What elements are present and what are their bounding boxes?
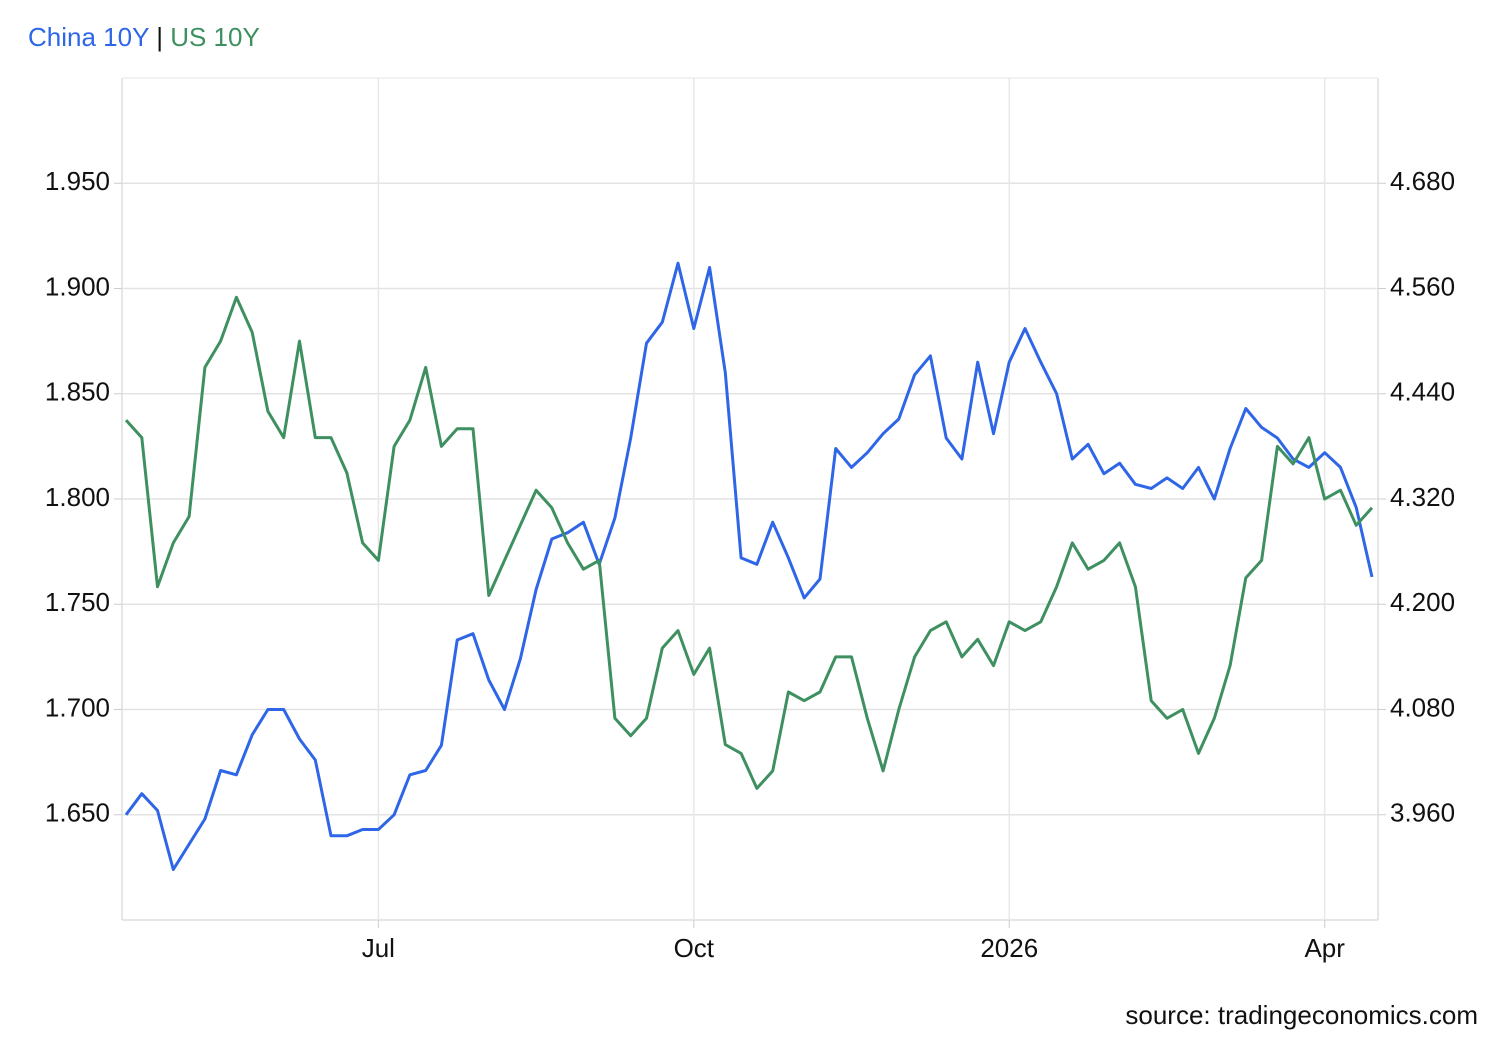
x-tick-label: Apr <box>1304 933 1345 963</box>
y2-tick-label: 4.560 <box>1390 271 1455 301</box>
legend: China 10Y | US 10Y <box>28 22 260 53</box>
y2-tick-label: 4.680 <box>1390 166 1455 196</box>
legend-entry: China 10Y <box>28 22 149 52</box>
line-series <box>124 261 1374 871</box>
legend-entry: US 10Y <box>170 22 260 52</box>
legend-separator: | <box>156 22 163 52</box>
y-tick-label: 1.900 <box>45 271 110 301</box>
line-series <box>124 295 1374 790</box>
y2-tick-label: 3.960 <box>1390 798 1455 828</box>
y-tick-label: 1.750 <box>45 587 110 617</box>
y-tick-label: 1.950 <box>45 166 110 196</box>
x-tick-label: Oct <box>674 933 715 963</box>
source-note: source: tradingeconomics.com <box>1125 1000 1478 1030</box>
y2-tick-label: 4.440 <box>1390 377 1455 407</box>
y2-tick-label: 4.320 <box>1390 482 1455 512</box>
y-tick-label: 1.650 <box>45 798 110 828</box>
y2-tick-label: 4.200 <box>1390 587 1455 617</box>
y2-tick-label: 4.080 <box>1390 692 1455 722</box>
y-tick-label: 1.700 <box>45 692 110 722</box>
y-tick-label: 1.800 <box>45 482 110 512</box>
y-tick-label: 1.850 <box>45 377 110 407</box>
x-tick-label: 2026 <box>980 933 1038 963</box>
x-tick-label: Jul <box>362 933 395 963</box>
